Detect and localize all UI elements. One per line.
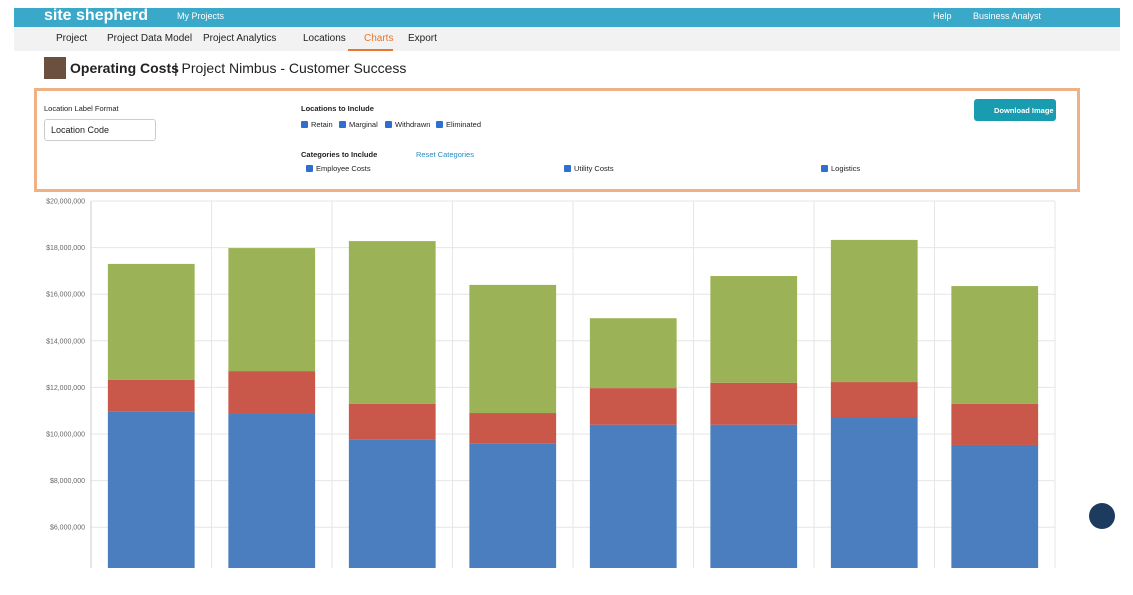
bar-segment [589, 318, 677, 389]
download-label: Download Image [994, 106, 1054, 115]
reset-link[interactable]: Reset Categories [416, 150, 474, 159]
bar-segment [107, 379, 195, 412]
download-button[interactable] [974, 99, 1056, 121]
bar-segment [469, 443, 557, 568]
select-value: Location Code [51, 125, 110, 135]
bar-segment [589, 388, 677, 425]
chart: $6,000,000 $8,000,000 $10,000,000 $12,000,0… [46, 199, 1056, 568]
bar-segment [348, 403, 436, 440]
bar-segment [228, 371, 316, 414]
bar-segment [710, 382, 798, 425]
bar-segment [469, 413, 557, 444]
bar-segment [107, 411, 195, 568]
heading: Categories to Include [301, 150, 378, 159]
bar-segment [228, 248, 316, 372]
bar-segment [589, 424, 677, 568]
checkbox[interactable]: Eliminated [436, 120, 481, 129]
checkbox[interactable]: Marginal [339, 120, 378, 129]
user-menu[interactable]: Business Analyst [973, 11, 1042, 21]
bar-segment [951, 444, 1039, 568]
checkbox[interactable]: Logistics [821, 164, 860, 173]
y-tick-label: $16,000,000 [46, 292, 85, 299]
my-projects[interactable]: My Projects [177, 11, 225, 21]
project-image [44, 57, 66, 79]
bar-segment [951, 286, 1039, 404]
nav-item[interactable]: Project Data Model [107, 33, 193, 44]
bar-segment [951, 403, 1039, 445]
checkbox[interactable]: Withdrawn [385, 120, 430, 129]
nav-bar [14, 27, 1120, 51]
active-underline [348, 49, 393, 51]
heading: Locations to Include [301, 104, 374, 113]
bar-segment [710, 276, 798, 383]
y-tick-label: $6,000,000 [50, 525, 85, 532]
nav-item[interactable]: Export [408, 33, 437, 44]
page-title: Operating Costs [70, 60, 179, 76]
label: Location Label Format [44, 104, 119, 113]
page-subtitle: | Project Nimbus - Customer Success [174, 60, 407, 76]
nav-item[interactable]: Project [56, 33, 88, 44]
bar-segment [348, 439, 436, 568]
bar-segment [348, 241, 436, 404]
bar-segment [107, 263, 195, 380]
top-bar [14, 8, 1120, 27]
nav-item[interactable]: Locations [303, 33, 346, 44]
logo[interactable]: site shepherd [44, 7, 149, 24]
bar-segment [469, 284, 557, 414]
select[interactable] [44, 119, 156, 141]
bar-segment [228, 413, 316, 568]
bar-segment [830, 382, 918, 418]
y-tick-label: $14,000,000 [46, 338, 85, 345]
checkbox[interactable]: Retain [301, 120, 333, 129]
bar-segment [830, 239, 918, 383]
bar-segment [710, 424, 798, 568]
nav-item[interactable]: Project Analytics [203, 33, 277, 44]
controls-box [34, 88, 1080, 192]
checkbox[interactable]: Employee Costs [306, 164, 371, 173]
bar-segment [830, 417, 918, 568]
y-tick-label: $12,000,000 [46, 385, 85, 392]
help[interactable]: Help [933, 11, 952, 21]
y-tick-label: $18,000,000 [46, 245, 85, 252]
nav-item-active[interactable]: Charts [364, 33, 394, 44]
y-tick-label: $8,000,000 [50, 478, 85, 485]
y-tick-label: $10,000,000 [46, 432, 85, 439]
y-tick-label: $20,000,000 [46, 199, 85, 206]
help-button[interactable] [1089, 503, 1115, 529]
checkbox[interactable]: Utility Costs [564, 164, 614, 173]
